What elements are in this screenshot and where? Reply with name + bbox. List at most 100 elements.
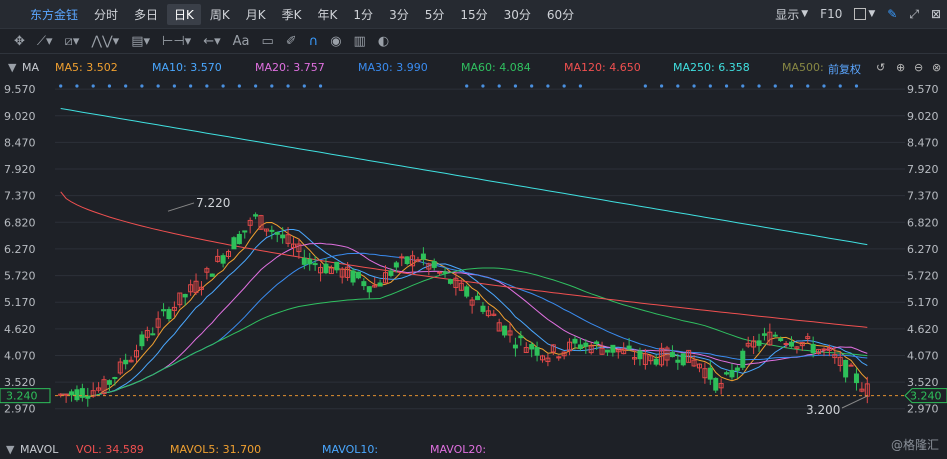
period-tab-7[interactable]: 1分 <box>353 7 374 22</box>
candle-body <box>215 255 221 262</box>
y-tick-label-right: 5.170 <box>907 296 939 309</box>
y-tick-label-left: 6.820 <box>4 216 36 229</box>
candle-body <box>350 270 356 283</box>
candle-body <box>550 344 556 353</box>
event-dot <box>286 84 290 88</box>
collapse-icon[interactable]: ▼ <box>8 61 17 74</box>
candle-body <box>247 219 253 226</box>
measure-tool-icon[interactable]: ⊢⊣▾ <box>162 33 192 49</box>
eraser-icon[interactable]: ✐ <box>285 33 297 49</box>
period-tab-1[interactable]: 多日 <box>134 7 159 22</box>
line-tool-icon[interactable]: ⟋▾ <box>36 33 53 49</box>
event-dot <box>562 84 566 88</box>
candle-body <box>761 333 767 336</box>
event-dot <box>659 84 664 88</box>
event-dot <box>107 84 112 88</box>
pen-icon[interactable]: ✎ <box>887 7 898 21</box>
candle-body <box>226 251 232 257</box>
candle-body <box>355 271 361 279</box>
candle-body <box>464 286 470 297</box>
eye-icon[interactable]: ◉ <box>330 33 342 49</box>
period-tab-9[interactable]: 5分 <box>424 7 445 22</box>
candle-body <box>96 387 102 391</box>
kline-chart[interactable]: 9.570 9.020 8.470 7.920 7.370 6.820 6.270 5.720… <box>0 78 947 438</box>
adjust-mode[interactable]: 前复权 <box>828 63 861 76</box>
vol-item: MAVOL5: 31.700 <box>170 443 262 456</box>
wave-tool-icon[interactable]: ⋀⋁▾ <box>91 33 120 49</box>
period-tab-8[interactable]: 3分 <box>389 7 409 22</box>
y-axis-right: 9.570 9.020 8.470 7.920 7.370 6.820 6.270 5.720… <box>907 83 939 416</box>
candle-body <box>171 306 177 311</box>
period-tab-0[interactable]: 分时 <box>94 7 119 22</box>
candle-body <box>756 340 762 346</box>
candle-body <box>604 349 610 353</box>
y-tick-label-right: 4.620 <box>907 323 939 336</box>
low-price-label: 3.200 <box>806 403 840 417</box>
collapse-icon[interactable]: ▼ <box>6 443 15 456</box>
event-dot <box>757 84 761 88</box>
y-tick-label-left: 5.720 <box>4 270 36 283</box>
candles <box>58 212 870 407</box>
candle-body <box>155 318 161 328</box>
y-tick-label-right: 6.270 <box>907 243 939 256</box>
event-dot <box>741 84 745 88</box>
stock-name[interactable]: 东方金钰 <box>30 7 79 22</box>
f10-button[interactable]: F10 <box>820 7 843 21</box>
period-tab-10[interactable]: 15分 <box>460 7 488 22</box>
close-icon[interactable]: ⊗ <box>932 61 942 74</box>
chevron-down-icon[interactable]: ▼ <box>868 9 876 19</box>
vol-title: MAVOL <box>20 443 59 456</box>
checkbox-icon[interactable] <box>854 8 867 20</box>
display-menu[interactable]: 显示 <box>775 7 800 22</box>
candle-body <box>767 331 773 346</box>
remove-icon[interactable]: ⊖ <box>914 61 924 74</box>
fib-tool-icon[interactable]: ▤▾ <box>131 33 151 49</box>
chevron-down-icon[interactable]: ▼ <box>801 9 809 19</box>
candle-body <box>713 377 719 391</box>
vol-item: VOL: 34.589 <box>76 443 144 456</box>
period-tab-6[interactable]: 年K <box>317 7 338 22</box>
candle-body <box>545 357 551 363</box>
undo-icon[interactable]: ↺ <box>876 61 886 74</box>
top-toolbar: 东方金钰 分时 多日 日K 周K 月K 季K 年K 1分 3分 5分 15分 3… <box>0 0 947 29</box>
event-dot <box>822 84 826 88</box>
period-tab-12[interactable]: 60分 <box>546 7 575 22</box>
ma250-line <box>60 108 868 246</box>
add-icon[interactable]: ⊕ <box>896 61 906 74</box>
ma-title: MA <box>22 61 40 74</box>
event-dot <box>124 84 128 88</box>
arrow-tool-icon[interactable]: ←▾ <box>203 33 221 49</box>
magnet-icon[interactable]: ∩ <box>308 33 319 49</box>
candle-body <box>637 350 643 360</box>
candle-body <box>621 348 627 355</box>
comment-icon[interactable]: ▭ <box>261 33 274 49</box>
close-icon[interactable]: ⊠ <box>930 7 941 21</box>
period-tab-4[interactable]: 月K <box>245 7 266 22</box>
toggle-icon[interactable]: ◐ <box>377 33 390 49</box>
trash-icon[interactable]: ▥ <box>353 33 366 49</box>
channel-tool-icon[interactable]: ⧄▾ <box>64 33 80 49</box>
period-tab-2[interactable]: 日K <box>167 3 201 25</box>
candle-body <box>675 359 681 363</box>
candle-body <box>642 353 648 365</box>
period-tab-11[interactable]: 30分 <box>503 7 531 22</box>
event-dot <box>140 84 144 88</box>
candle-body <box>377 282 383 287</box>
period-tab-3[interactable]: 周K <box>209 7 230 22</box>
event-dot <box>806 84 810 88</box>
ma-item: MA250: 6.358 <box>673 61 750 74</box>
candle-body <box>63 393 69 396</box>
event-dot <box>253 84 258 88</box>
text-tool-icon[interactable]: Aa <box>232 33 250 49</box>
candle-body <box>778 338 784 341</box>
y-tick-label-right: 3.520 <box>907 376 939 389</box>
candle-body <box>680 353 686 366</box>
candle-body <box>415 259 421 262</box>
event-dot <box>75 84 79 88</box>
period-tab-5[interactable]: 季K <box>281 7 302 22</box>
candle-body <box>112 377 118 380</box>
candle-body <box>301 257 307 265</box>
fullscreen-icon[interactable]: ⤢ <box>909 6 919 21</box>
crosshair-icon[interactable]: ✥ <box>14 33 25 49</box>
event-dot <box>270 84 274 88</box>
